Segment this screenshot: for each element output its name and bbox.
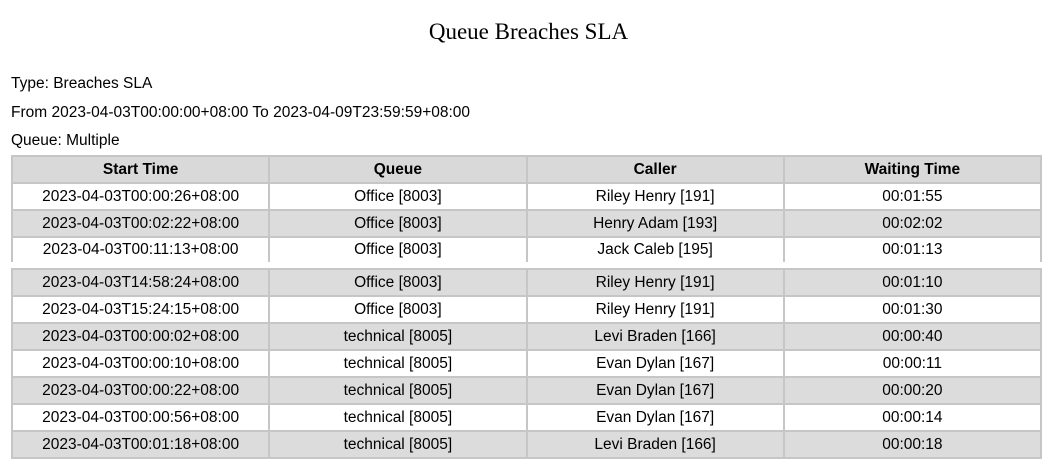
breaches-table: Start Time Queue Caller Waiting Time 202… [10,155,1043,459]
cell-caller: Levi Braden [166] [525,430,785,459]
cell-queue: technical [8005] [268,349,528,378]
cell-caller: Levi Braden [166] [525,322,785,351]
cell-queue: technical [8005] [268,403,528,432]
cell-caller: Jack Caleb [195] [525,236,785,262]
cell-caller: Henry Adam [193] [525,209,785,238]
cell-start-time: 2023-04-03T15:24:15+08:00 [10,295,271,324]
cell-waiting-time: 00:00:40 [782,322,1043,351]
cell-queue: Office [8003] [268,268,528,297]
report-queue: Queue: Multiple [11,132,120,149]
cell-caller: Evan Dylan [167] [525,376,785,405]
table-row: 2023-04-03T00:00:56+08:00 technical [8005… [10,403,1043,432]
report-title: Queue Breaches SLA [428,19,629,44]
table-row: 2023-04-03T00:00:22+08:00 technical [8005… [10,376,1043,405]
cell-queue: technical [8005] [268,376,528,405]
cell-waiting-time: 00:00:18 [782,430,1043,459]
cell-waiting-time: 00:00:14 [782,403,1043,432]
cell-start-time: 2023-04-03T00:01:18+08:00 [10,430,271,459]
gap-cell [12,262,1041,270]
table-row: 2023-04-03T00:00:02+08:00 technical [8005… [10,322,1043,351]
cell-start-time: 2023-04-03T00:00:26+08:00 [10,182,271,211]
table-row: 2023-04-03T00:11:13+08:00 Office [8003] Ja… [10,236,1043,262]
cell-waiting-time: 00:00:11 [782,349,1043,378]
cell-start-time: 2023-04-03T00:02:22+08:00 [10,209,271,238]
table-row: 2023-04-03T14:58:24+08:00 Office [8003] Ri… [10,268,1043,297]
cell-waiting-time: 00:01:30 [782,295,1043,324]
table-header-row: Start Time Queue Caller Waiting Time [10,155,1043,184]
cell-start-time: 2023-04-03T14:58:24+08:00 [10,268,271,297]
header-queue: Queue [268,155,528,184]
report-range: From 2023-04-03T00:00:00+08:00 To 2023-0… [11,104,471,121]
cell-waiting-time: 00:00:20 [782,376,1043,405]
cell-waiting-time: 00:02:02 [782,209,1043,238]
cell-queue: Office [8003] [268,182,528,211]
cell-caller: Riley Henry [191] [525,182,785,211]
cell-queue: Office [8003] [268,295,528,324]
header-waiting-time: Waiting Time [782,155,1043,184]
table-row: 2023-04-03T00:01:18+08:00 technical [8005… [10,430,1043,459]
cell-caller: Riley Henry [191] [525,268,785,297]
cell-queue: Office [8003] [268,209,528,238]
table-row: 2023-04-03T00:00:10+08:00 technical [8005… [10,349,1043,378]
table-row: 2023-04-03T00:00:26+08:00 Office [8003] Ri… [10,182,1043,211]
cell-queue: technical [8005] [268,430,528,459]
cell-queue: Office [8003] [268,236,528,262]
cell-waiting-time: 00:01:10 [782,268,1043,297]
page-break-gap [12,262,1041,270]
cell-waiting-time: 00:01:13 [782,236,1043,262]
header-caller: Caller [525,155,785,184]
cell-start-time: 2023-04-03T00:00:56+08:00 [10,403,271,432]
header-start-time: Start Time [10,155,271,184]
cell-start-time: 2023-04-03T00:00:22+08:00 [10,376,271,405]
cell-start-time: 2023-04-03T00:00:02+08:00 [10,322,271,351]
cell-queue: technical [8005] [268,322,528,351]
table-row: 2023-04-03T00:02:22+08:00 Office [8003] He… [10,209,1043,238]
cell-caller: Riley Henry [191] [525,295,785,324]
table-row: 2023-04-03T15:24:15+08:00 Office [8003] Ri… [10,295,1043,324]
cell-caller: Evan Dylan [167] [525,349,785,378]
cell-start-time: 2023-04-03T00:00:10+08:00 [10,349,271,378]
report-type: Type: Breaches SLA [11,75,153,92]
cell-caller: Evan Dylan [167] [525,403,785,432]
cell-waiting-time: 00:01:55 [782,182,1043,211]
cell-start-time: 2023-04-03T00:11:13+08:00 [10,236,271,262]
